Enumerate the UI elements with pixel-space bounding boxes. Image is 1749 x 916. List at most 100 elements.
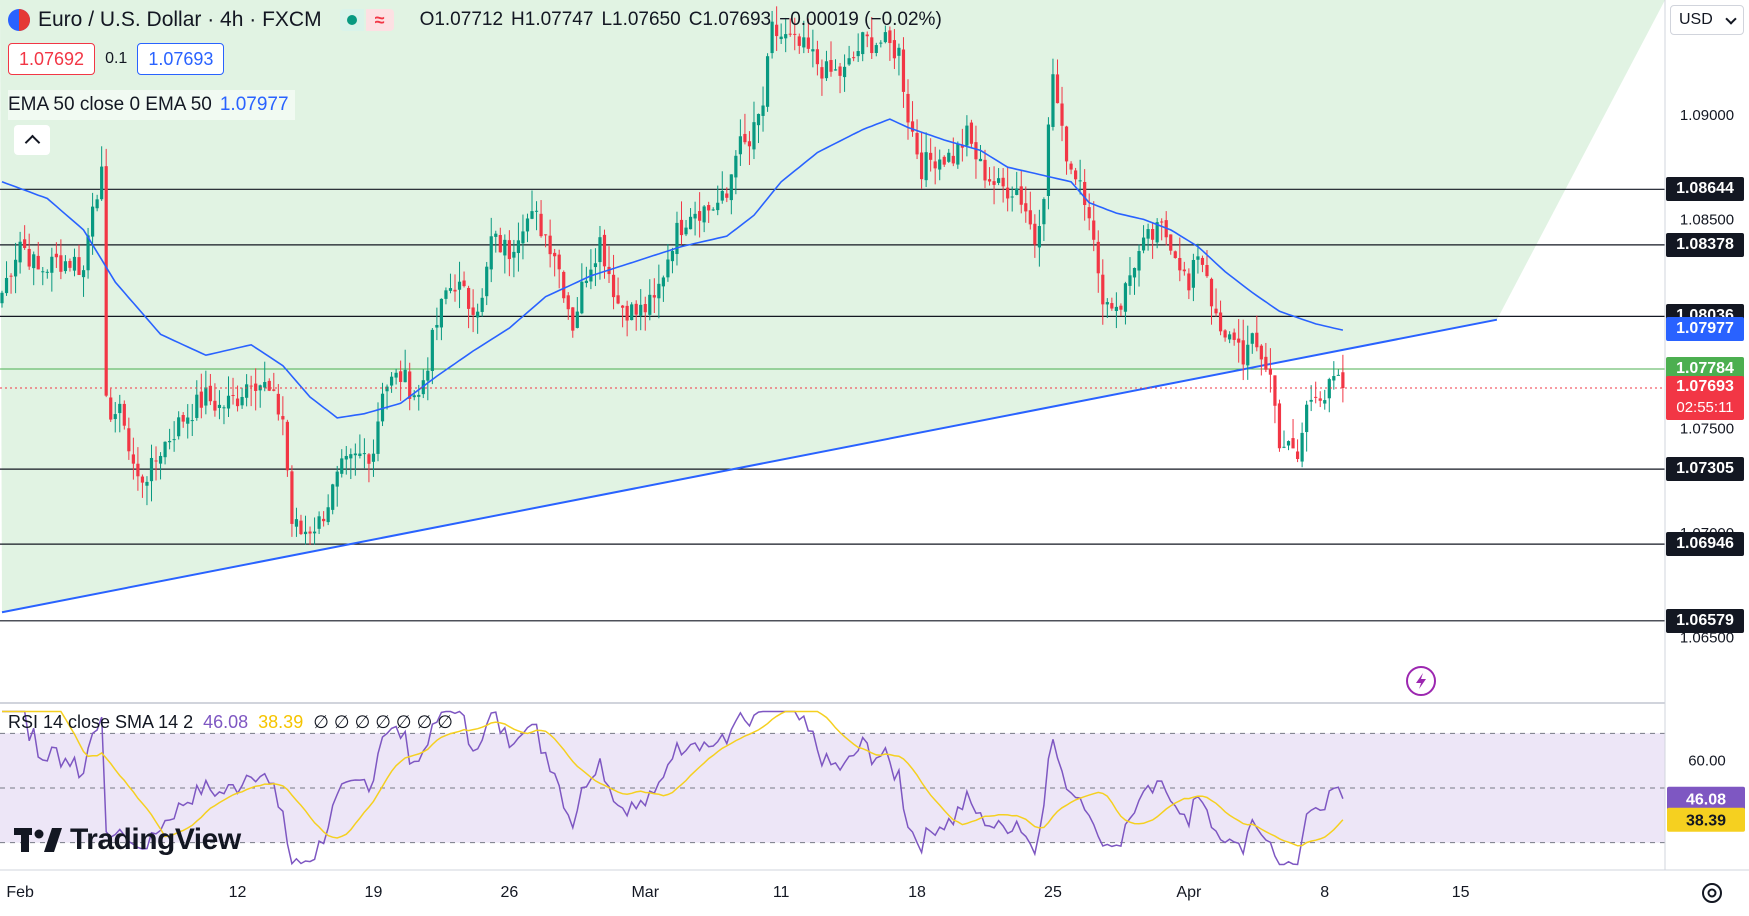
candle (910, 101, 915, 137)
candle (1119, 303, 1123, 316)
candle-body (290, 471, 294, 524)
candle (480, 288, 484, 317)
rsi-line (2, 710, 1344, 866)
price-axis-tick: 1.07500 (1680, 420, 1734, 437)
candle (1295, 439, 1300, 463)
time-axis-tick: 11 (773, 884, 790, 901)
candle (806, 18, 810, 53)
candle-body (77, 257, 81, 275)
candle-body (245, 384, 249, 398)
candle-body (1033, 223, 1037, 245)
candle (630, 302, 634, 321)
candle (4, 261, 9, 296)
candle (684, 219, 688, 237)
currency-selector[interactable]: USD (1670, 5, 1744, 35)
candle (41, 267, 45, 286)
candle-body (648, 294, 652, 315)
candle-body (1083, 181, 1087, 206)
candle-body (793, 33, 797, 35)
buy-button[interactable]: 1.07693 (137, 43, 225, 75)
candle-body (1191, 259, 1195, 288)
candle-body (1064, 126, 1069, 162)
candle-body (815, 49, 819, 65)
candle-body (131, 454, 135, 464)
candle (1114, 292, 1118, 329)
candle-body (852, 57, 856, 59)
ema-legend[interactable]: EMA 50 close 0 EMA 50 1.07977 (8, 90, 295, 120)
tradingview-watermark[interactable]: TradingView (14, 823, 241, 857)
candle-body (344, 455, 348, 460)
gear-icon[interactable] (1702, 883, 1722, 903)
watermark-text: TradingView (70, 823, 241, 856)
candle (811, 29, 815, 68)
candle (140, 474, 145, 498)
candle-body (580, 281, 584, 314)
candle-body (466, 287, 471, 309)
candle (358, 434, 362, 459)
candle-body (960, 144, 964, 148)
candle-body (987, 179, 992, 182)
candle (158, 452, 163, 480)
symbol-title[interactable]: Euro / U.S. Dollar · 4h · FXCM (38, 8, 322, 31)
candle-body (471, 307, 475, 315)
candle-body (1024, 203, 1028, 212)
candle-body (240, 396, 244, 406)
candle-body (1042, 199, 1046, 225)
candle-body (1151, 229, 1155, 240)
candle (738, 119, 742, 166)
collapse-legend-button[interactable] (14, 125, 50, 155)
tradingview-logo-icon (14, 828, 62, 852)
candle (888, 26, 892, 61)
svg-text:46.08: 46.08 (1686, 792, 1726, 809)
candle (322, 511, 326, 527)
candle (489, 217, 493, 283)
candle (879, 40, 883, 48)
candle (593, 248, 598, 287)
candle-body (661, 277, 665, 287)
candle (1182, 261, 1186, 276)
candle-body (1273, 375, 1277, 406)
candle (267, 378, 271, 392)
candle (1037, 209, 1041, 267)
candle (725, 187, 729, 203)
candle (177, 411, 181, 440)
time-scale[interactable] (0, 870, 1665, 911)
ema-50-line (1, 118, 1344, 419)
ohlc-change: −0.00019 (−0.02%) (779, 9, 942, 30)
candle (1046, 117, 1051, 210)
candle-body (367, 454, 371, 464)
candle-body (634, 303, 638, 315)
candle-body (299, 520, 303, 535)
sell-button[interactable]: 1.07692 (8, 43, 96, 75)
candle-body (317, 516, 321, 529)
candle (802, 20, 806, 54)
rsi-legend[interactable]: RSI 14 close SMA 14 2 46.08 38.39 ∅ ∅ ∅ … (8, 712, 453, 733)
candle (598, 225, 602, 280)
candle (308, 526, 312, 545)
candle (371, 439, 376, 477)
candle-body (1028, 210, 1032, 225)
bid-ask-row: 1.07692 0.1 1.07693 (8, 43, 225, 75)
candle (562, 270, 566, 303)
lightning-icon[interactable] (1406, 666, 1436, 696)
candle (883, 25, 887, 44)
market-status-badge[interactable]: ≈ (339, 9, 394, 31)
candle-body (1250, 333, 1254, 344)
candle (1264, 342, 1268, 373)
candle (616, 277, 620, 305)
price-scale[interactable] (1665, 0, 1749, 870)
candle (1101, 259, 1105, 325)
candle-body (1015, 188, 1019, 195)
candle-body (593, 263, 598, 268)
candle (1341, 354, 1345, 403)
ohlc-low: L1.07650 (601, 9, 681, 30)
candle (385, 384, 389, 410)
candle-body (865, 34, 869, 37)
candle (765, 53, 770, 112)
candle (793, 17, 797, 51)
candle (1277, 399, 1282, 452)
candle-body (335, 471, 339, 487)
candle (743, 113, 747, 145)
